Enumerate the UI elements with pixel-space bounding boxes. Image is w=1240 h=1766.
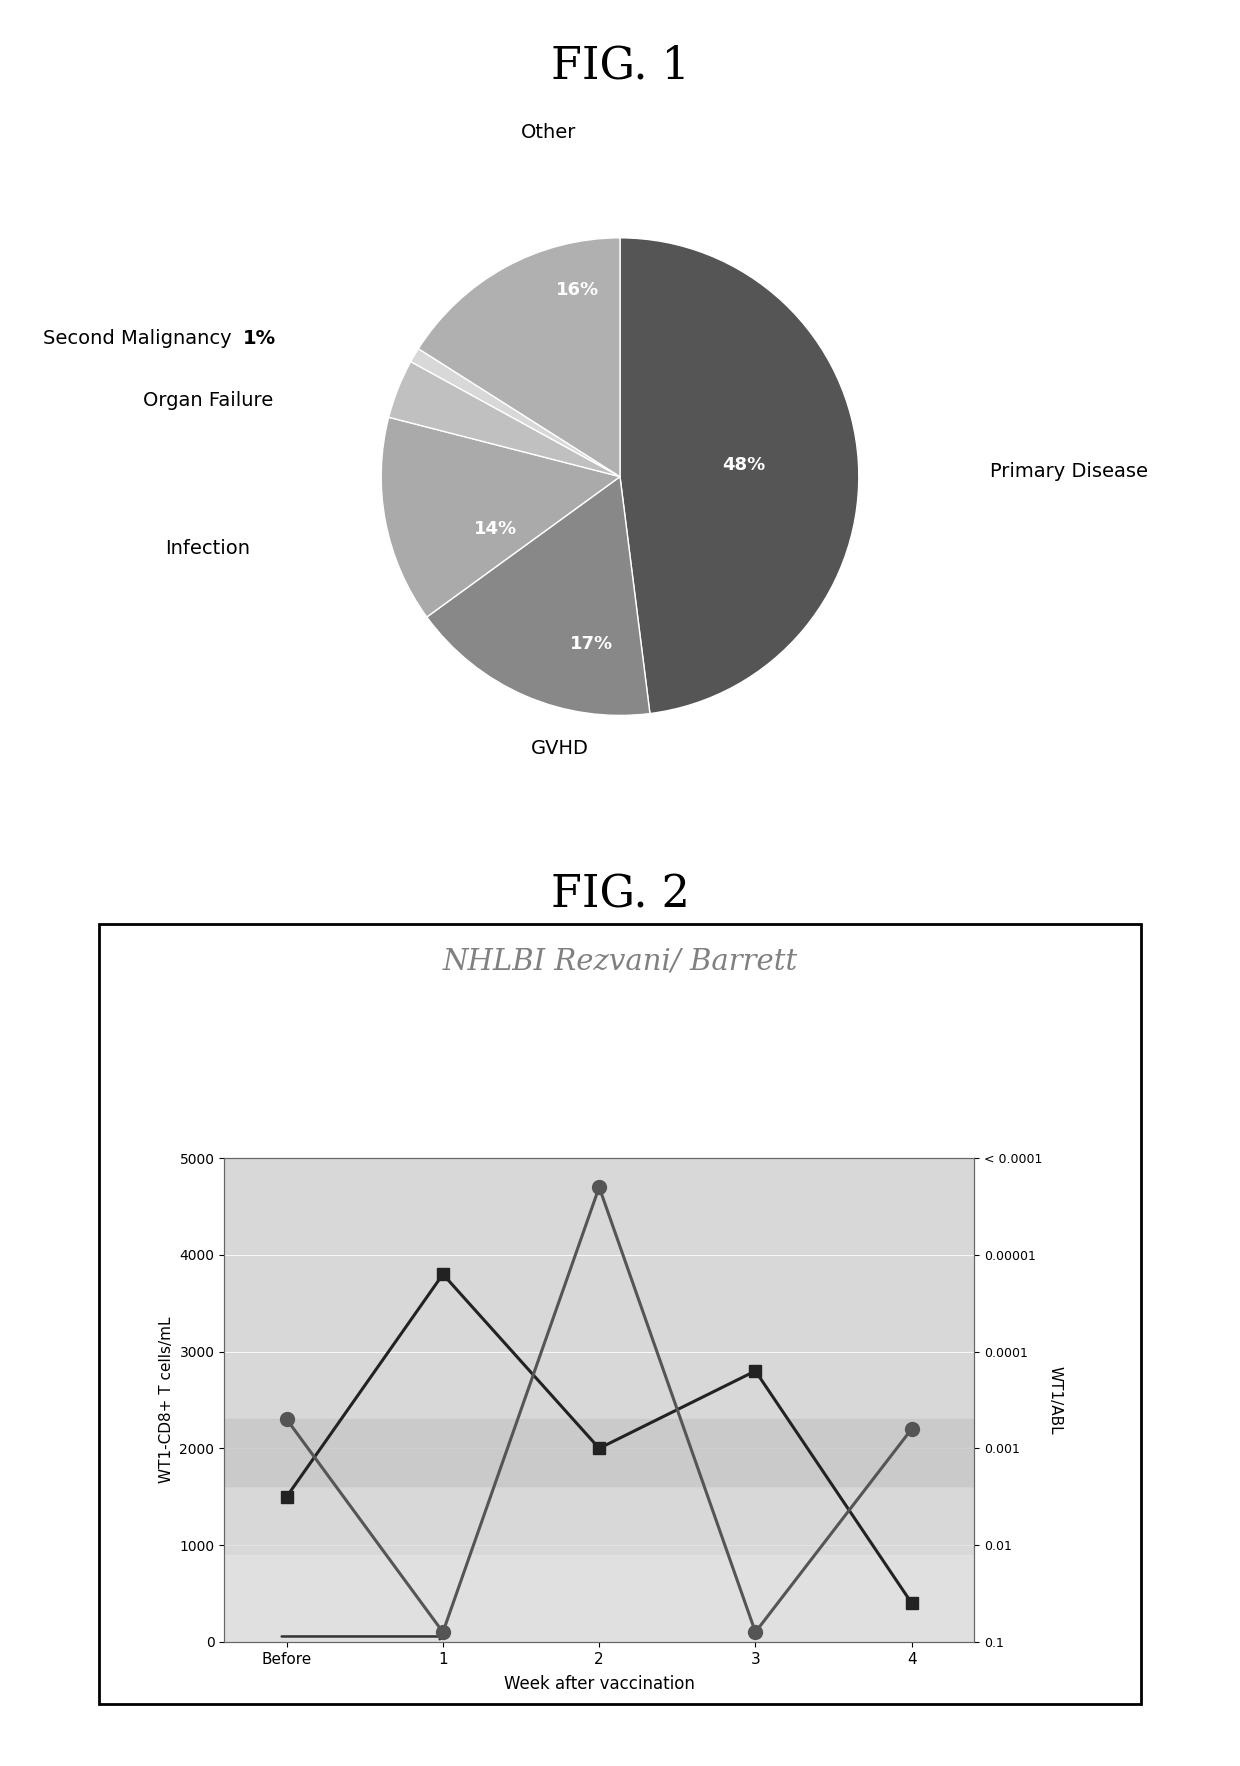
Text: FIG. 1: FIG. 1 [551, 44, 689, 87]
FancyBboxPatch shape [99, 924, 1141, 1704]
Text: FIG. 2: FIG. 2 [551, 872, 689, 917]
Y-axis label: WT1/ABL: WT1/ABL [1048, 1365, 1063, 1434]
Text: NHLBI Rezvani/ Barrett: NHLBI Rezvani/ Barrett [443, 948, 797, 975]
